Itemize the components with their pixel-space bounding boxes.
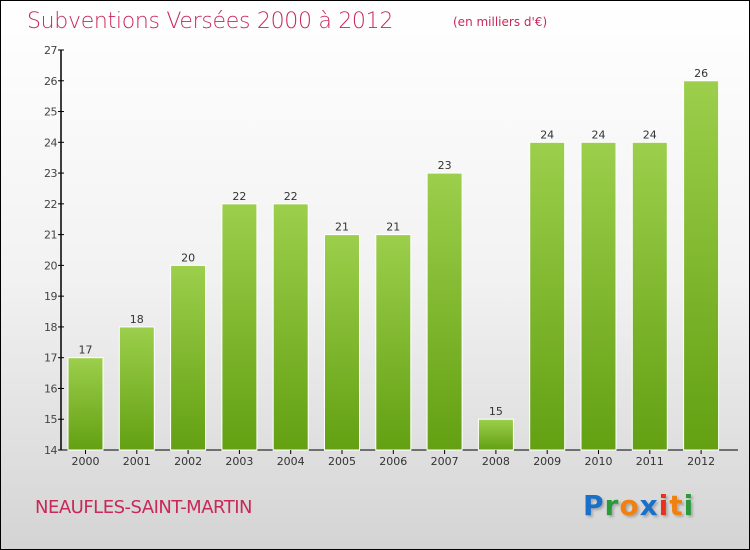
- bar-value-label: 24: [592, 128, 606, 141]
- x-tick-label: 2002: [174, 455, 202, 468]
- y-tick-label: 23: [44, 167, 57, 180]
- logo-letter: o: [619, 489, 640, 522]
- x-tick-label: 2004: [277, 455, 305, 468]
- commune-name: NEAUFLES-SAINT-MARTIN: [35, 497, 253, 518]
- y-tick-label: 21: [44, 229, 57, 242]
- x-tick-label: 2011: [636, 455, 664, 468]
- proxiti-logo: Proxiti: [583, 489, 694, 522]
- x-tick-label: 2010: [585, 455, 613, 468]
- y-tick-label: 19: [44, 290, 57, 303]
- y-tick-label: 14: [44, 444, 57, 457]
- bar-value-label: 24: [643, 128, 657, 141]
- logo-letter: P: [583, 489, 605, 522]
- bar: [631, 141, 668, 451]
- bar: [324, 234, 360, 451]
- y-tick-label: 18: [44, 321, 57, 334]
- bar: [683, 80, 720, 451]
- logo-letter: x: [639, 489, 659, 522]
- bar-value-label: 17: [79, 344, 93, 357]
- x-tick-label: 2008: [482, 455, 510, 468]
- bar: [221, 203, 258, 451]
- bar: [580, 141, 617, 451]
- chart-title: Subventions Versées 2000 à 2012: [27, 9, 394, 34]
- bar: [375, 234, 412, 451]
- bar: [477, 418, 514, 451]
- y-tick-label: 26: [44, 75, 57, 88]
- logo-letter: i: [683, 489, 695, 522]
- unit-note: (en milliers d'€): [453, 15, 548, 29]
- x-tick-label: 2006: [379, 455, 407, 468]
- bar: [426, 172, 463, 451]
- y-tick-label: 15: [44, 413, 57, 426]
- bar-value-label: 22: [284, 190, 298, 203]
- x-tick-label: 2000: [72, 455, 100, 468]
- bar-value-label: 21: [386, 221, 400, 234]
- bar: [170, 264, 207, 451]
- x-tick-label: 2001: [123, 455, 151, 468]
- bar: [118, 326, 155, 451]
- x-tick-label: 2003: [225, 455, 253, 468]
- y-tick-label: 25: [44, 106, 57, 119]
- bar-value-label: 20: [181, 251, 195, 264]
- bar: [67, 357, 104, 451]
- y-tick-label: 20: [44, 259, 57, 272]
- x-tick-label: 2009: [533, 455, 561, 468]
- bar: [529, 141, 566, 451]
- y-tick-label: 17: [44, 352, 57, 365]
- y-tick-label: 16: [44, 382, 57, 395]
- x-tick-label: 2005: [328, 455, 356, 468]
- bar-value-label: 26: [694, 67, 708, 80]
- bar-value-label: 23: [438, 159, 452, 172]
- y-tick-label: 24: [44, 136, 57, 149]
- logo-letter: r: [604, 489, 620, 522]
- logo-letter: i: [658, 489, 670, 522]
- bar-value-label: 22: [232, 190, 246, 203]
- y-tick-label: 27: [44, 44, 57, 57]
- bar-value-label: 24: [540, 128, 554, 141]
- bar: [272, 203, 309, 451]
- x-tick-label: 2012: [687, 455, 715, 468]
- y-tick-label: 22: [44, 198, 57, 211]
- x-tick-label: 2007: [431, 455, 459, 468]
- bar-value-label: 18: [130, 313, 144, 326]
- logo-letter: t: [669, 489, 684, 522]
- bar-value-label: 21: [335, 221, 349, 234]
- bar-value-label: 15: [489, 405, 503, 418]
